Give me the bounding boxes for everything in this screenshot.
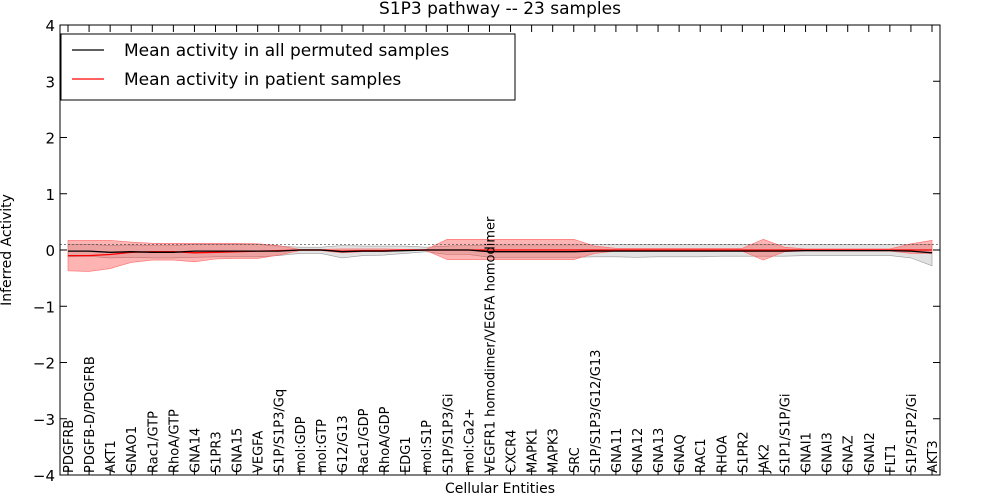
x-tick-label: G12/G13 bbox=[336, 415, 351, 473]
x-tick-label: VEGFA bbox=[252, 431, 267, 473]
x-tick-label: Rac1/GTP bbox=[146, 411, 161, 473]
x-tick-label: GNAI1 bbox=[800, 432, 815, 473]
x-tick-label: EDG1 bbox=[399, 436, 414, 473]
x-tick-label: VEGFR1 homodimer/VEGFA homodimer bbox=[484, 216, 499, 473]
x-tick-label: GNA12 bbox=[631, 428, 646, 473]
x-tick-label: RHOA bbox=[715, 435, 730, 473]
x-tick-label: PDGFB-D/PDGFRB bbox=[83, 356, 98, 473]
x-tick-label: MAPK1 bbox=[526, 428, 541, 473]
x-tick-label: S1P/S1P3/Gi bbox=[441, 394, 456, 473]
x-tick-label: GNAI2 bbox=[863, 432, 878, 473]
x-tick-label: mol:S1P bbox=[420, 420, 435, 473]
x-tick-label: RAC1 bbox=[694, 438, 709, 473]
x-tick-label: S1P/S1P3/G12/G13 bbox=[589, 350, 604, 473]
x-tick-label: MAPK3 bbox=[547, 428, 562, 473]
y-axis-label: Inferred Activity bbox=[0, 194, 15, 306]
x-tick-label: GNAI3 bbox=[821, 432, 836, 473]
series-line-patient bbox=[68, 249, 932, 257]
x-tick-label: S1P/S1P3/Gq bbox=[273, 389, 288, 473]
x-tick-label: RhoA/GTP bbox=[167, 409, 182, 473]
x-tick-label: JAK2 bbox=[757, 444, 772, 474]
x-tick-label: PDGFRB bbox=[62, 420, 77, 473]
x-tick-label: GNAO1 bbox=[125, 426, 140, 473]
x-tick-label: FLT1 bbox=[884, 444, 899, 473]
x-tick-label: SRC bbox=[568, 447, 583, 473]
confidence-band-patient bbox=[67, 238, 933, 272]
x-tick-label: S1PR3 bbox=[210, 431, 225, 473]
y-tick-label: 0 bbox=[45, 242, 55, 260]
x-tick-label: S1P1/S1P/Gi bbox=[779, 394, 794, 473]
x-tick-label: S1PR2 bbox=[736, 431, 751, 473]
x-tick-label: Rac1/GDP bbox=[357, 408, 372, 473]
y-tick-label: 1 bbox=[45, 186, 55, 204]
legend-box bbox=[60, 33, 516, 101]
x-tick-label: GNAZ bbox=[842, 435, 857, 473]
y-tick-label: −3 bbox=[33, 411, 55, 429]
legend-label-permuted: Mean activity in all permuted samples bbox=[124, 41, 449, 61]
y-tick-label: 4 bbox=[45, 17, 55, 35]
y-tick-label: 3 bbox=[45, 73, 55, 91]
y-tick-label: −4 bbox=[33, 467, 55, 485]
x-tick-label: AKT3 bbox=[926, 440, 941, 473]
legend-label-patient: Mean activity in patient samples bbox=[124, 70, 401, 90]
x-tick-labels: PDGFRB PDGFB-D/PDGFRB AKT1 GNAO1 Rac1/GTP Rho… bbox=[62, 216, 941, 474]
x-tick-label: AKT1 bbox=[104, 440, 119, 473]
x-tick-label: RhoA/GDP bbox=[378, 406, 393, 473]
series-lines bbox=[60, 243, 940, 257]
series-line-permuted bbox=[68, 249, 933, 254]
legend: Mean activity in all permuted samples Me… bbox=[60, 33, 516, 101]
x-tick-label: GNA15 bbox=[231, 428, 246, 473]
x-axis-label: Cellular Entities bbox=[445, 481, 555, 497]
y-tick-label: −2 bbox=[33, 355, 55, 373]
x-tick-label: GNA13 bbox=[652, 428, 667, 473]
x-tick-label: mol:Ca2+ bbox=[462, 408, 477, 473]
x-tick-label: mol:GTP bbox=[315, 419, 330, 473]
x-tick-label: S1P/S1P2/Gi bbox=[905, 394, 920, 473]
x-tick-label: mol:GDP bbox=[294, 416, 309, 473]
y-tick-label: −1 bbox=[33, 298, 55, 316]
x-tick-label: CXCR4 bbox=[505, 430, 520, 473]
chart-title: S1P3 pathway -- 23 samples bbox=[379, 0, 621, 19]
plot-frame bbox=[59, 24, 941, 476]
axis-ticks: −4 −3 −2 −1 0 1 2 3 4 bbox=[33, 17, 940, 485]
x-tick-label: GNA14 bbox=[188, 428, 203, 473]
x-tick-label: GNA11 bbox=[610, 428, 625, 473]
x-tick-label: GNAQ bbox=[673, 434, 688, 473]
y-tick-label: 2 bbox=[45, 130, 55, 148]
